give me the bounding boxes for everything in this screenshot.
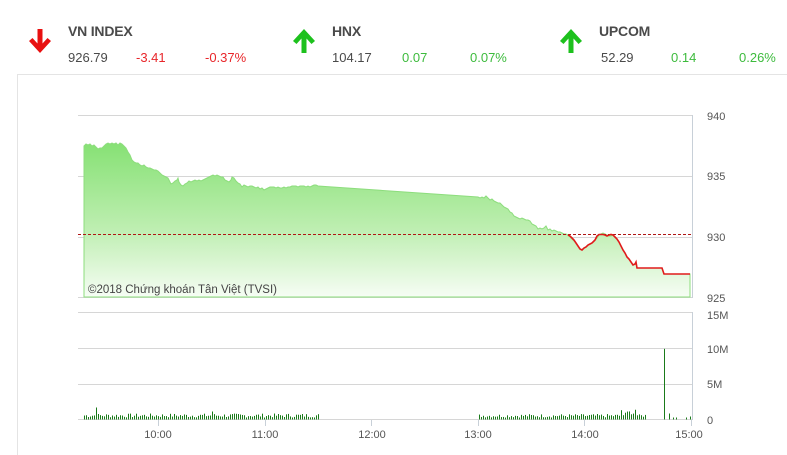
ticker-percent: 0.07% bbox=[470, 50, 507, 65]
time-tick: 14:00 bbox=[571, 429, 599, 441]
ticker-percent: -0.37% bbox=[205, 50, 247, 65]
ticker-upcom[interactable]: UPCOM 52.29 0.14 0.26% bbox=[549, 12, 785, 74]
time-tick: 15:00 bbox=[675, 429, 703, 441]
price-tick: 940 bbox=[707, 111, 725, 123]
arrow-up-icon bbox=[293, 29, 315, 53]
ticker-change: 0.14 bbox=[671, 50, 697, 65]
price-area bbox=[83, 142, 691, 298]
ticker-name: VN INDEX bbox=[68, 23, 133, 39]
volume-tick: 15M bbox=[707, 310, 728, 322]
ticker-vn-index[interactable]: VN INDEX 926.79 -3.41 -0.37% bbox=[18, 12, 254, 74]
volume-bars bbox=[84, 348, 691, 420]
time-tick: 12:00 bbox=[358, 429, 386, 441]
volume-tick: 0 bbox=[707, 415, 713, 427]
ticker-name: HNX bbox=[332, 23, 361, 39]
time-axis-labels: 10:00 11:00 12:00 13:00 14:00 15:00 bbox=[144, 429, 703, 441]
time-axis-ticks bbox=[158, 420, 692, 426]
volume-axis-labels: 15M 10M 5M 0 bbox=[707, 310, 728, 427]
ticker-value: 52.29 bbox=[601, 50, 634, 65]
chart-copyright: ©2018 Chứng khoán Tân Việt (TVSI) bbox=[88, 284, 277, 296]
time-tick: 10:00 bbox=[144, 429, 172, 441]
ticker-percent: 0.26% bbox=[739, 50, 776, 65]
ticker-change: 0.07 bbox=[402, 50, 428, 65]
index-ticker-bar: VN INDEX 926.79 -3.41 -0.37% HNX 104.17 … bbox=[18, 12, 787, 74]
arrow-down-icon bbox=[29, 29, 51, 53]
time-tick: 13:00 bbox=[464, 429, 492, 441]
ticker-name: UPCOM bbox=[599, 23, 651, 39]
chart-card bbox=[17, 74, 787, 455]
volume-tick: 10M bbox=[707, 344, 728, 356]
volume-gridlines bbox=[78, 312, 692, 420]
price-tick: 925 bbox=[707, 293, 725, 305]
ticker-hnx[interactable]: HNX 104.17 0.07 0.07% bbox=[282, 12, 518, 74]
ticker-value: 104.17 bbox=[332, 50, 372, 65]
arrow-up-icon bbox=[560, 29, 582, 53]
ticker-change: -3.41 bbox=[136, 50, 166, 65]
time-tick: 11:00 bbox=[252, 429, 279, 441]
price-tick: 930 bbox=[707, 232, 725, 244]
price-tick: 935 bbox=[707, 171, 725, 183]
price-axis-labels: 940 935 930 925 bbox=[707, 111, 725, 305]
price-line-below-reference bbox=[567, 233, 690, 275]
volume-tick: 5M bbox=[707, 379, 722, 391]
ticker-value: 926.79 bbox=[68, 50, 108, 65]
